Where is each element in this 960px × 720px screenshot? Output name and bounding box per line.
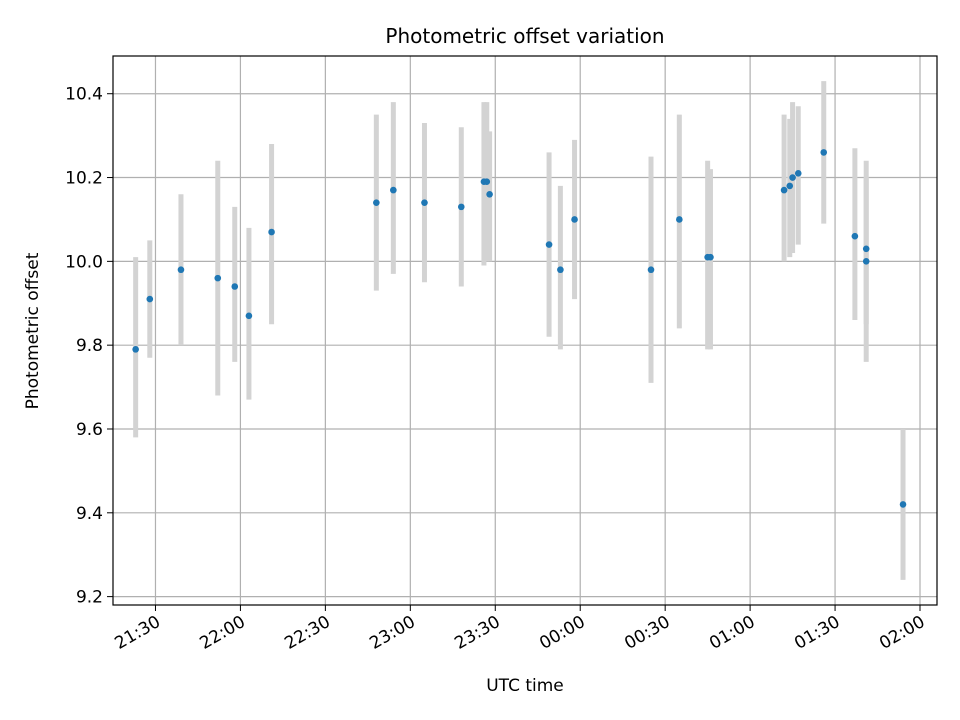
x-axis-label: UTC time — [486, 676, 564, 696]
data-point — [245, 312, 253, 320]
data-points — [132, 149, 907, 508]
y-tick-label: 9.8 — [76, 336, 103, 356]
data-point — [851, 232, 859, 240]
data-point — [820, 149, 828, 156]
data-point — [571, 216, 578, 223]
data-point — [557, 266, 564, 274]
data-point — [794, 170, 802, 177]
y-tick-label: 9.2 — [76, 588, 103, 608]
y-tick-label: 9.4 — [76, 504, 103, 524]
data-point — [457, 203, 465, 211]
data-point — [390, 186, 397, 194]
y-axis: 9.2 9.4 9.6 9.8 10.0 10.2 10.4 — [65, 85, 113, 608]
data-point — [146, 295, 154, 303]
data-point — [231, 283, 239, 290]
data-point — [373, 199, 380, 206]
data-point — [483, 178, 491, 186]
data-point — [132, 346, 139, 353]
data-point — [647, 266, 655, 274]
data-point — [862, 245, 870, 253]
data-point — [486, 190, 493, 198]
y-tick-label: 10.4 — [65, 85, 103, 105]
y-tick-label: 10.0 — [65, 252, 103, 272]
y-tick-label: 9.6 — [76, 420, 103, 440]
data-point — [780, 186, 788, 194]
chart-title: Photometric offset variation — [385, 24, 664, 48]
data-point — [786, 182, 794, 190]
data-point — [421, 199, 428, 206]
data-point — [789, 174, 796, 181]
data-point — [707, 253, 714, 261]
y-tick-label: 10.2 — [65, 169, 103, 189]
data-point — [899, 501, 907, 508]
data-point — [676, 216, 683, 223]
data-point — [862, 258, 870, 265]
plot-frame — [112, 55, 938, 606]
data-point — [545, 241, 553, 248]
data-point — [268, 228, 275, 236]
grid — [113, 56, 937, 605]
y-axis-label: Photometric offset — [23, 252, 43, 409]
data-point — [214, 274, 222, 282]
data-point — [177, 266, 185, 274]
